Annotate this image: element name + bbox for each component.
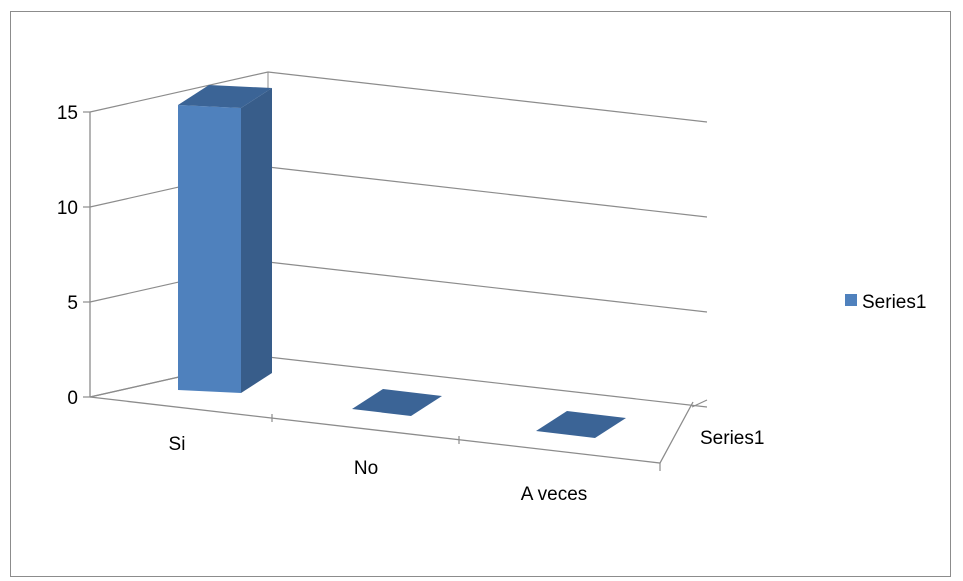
legend-label: Series1 — [862, 292, 926, 313]
bars — [178, 85, 626, 438]
legend-swatch — [845, 294, 857, 306]
y-tick-label: 5 — [67, 293, 78, 314]
category-label: No — [354, 458, 378, 479]
category-label: A veces — [521, 484, 588, 505]
legend[interactable]: Series1 — [845, 292, 926, 313]
chart-frame — [10, 11, 951, 577]
bar[interactable] — [178, 85, 272, 393]
y-tick-label: 0 — [67, 388, 78, 409]
depth-axis-label: Series1 — [700, 428, 764, 449]
y-tick-label: 15 — [57, 103, 78, 124]
x-axis-categories: Si No A veces — [169, 434, 588, 505]
bar[interactable] — [536, 411, 626, 438]
depth-tick-mark — [691, 399, 708, 408]
bar-side-face — [241, 88, 272, 393]
bar-top-face — [352, 389, 442, 416]
category-label: Si — [169, 434, 186, 455]
bar-top-face — [536, 411, 626, 438]
y-tick-label: 10 — [57, 198, 78, 219]
y-axis-ticks: 0 5 10 15 — [57, 103, 708, 471]
bar-top-face — [178, 85, 272, 108]
bar-front-face — [178, 105, 241, 393]
gridline — [89, 71, 708, 123]
bar[interactable] — [352, 389, 442, 416]
